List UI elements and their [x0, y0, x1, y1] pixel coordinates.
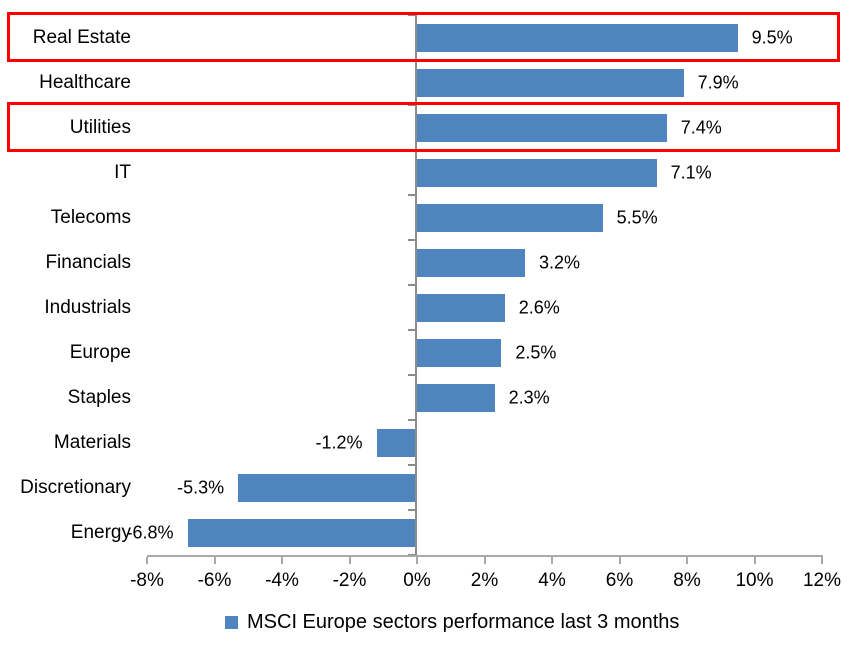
x-axis-tick-label: 2%	[470, 570, 499, 591]
x-axis-tick-label: 6%	[605, 570, 634, 591]
data-label: 7.1%	[670, 162, 712, 182]
x-axis-tick	[146, 557, 148, 564]
category-label: Materials	[53, 431, 131, 453]
bar-telecoms	[417, 203, 603, 232]
category-axis-tick	[408, 464, 415, 466]
category-axis-tick	[408, 329, 415, 331]
x-axis-tick	[686, 557, 688, 564]
x-axis-tick-label: -2%	[332, 570, 367, 591]
category-label: Staples	[67, 386, 131, 408]
data-label: 9.5%	[751, 27, 793, 47]
data-label: 7.9%	[697, 72, 739, 92]
bar-staples	[417, 383, 495, 412]
bar-real-estate	[417, 23, 738, 52]
x-axis-tick-label: -6%	[197, 570, 232, 591]
category-axis-tick	[408, 509, 415, 511]
category-axis-tick	[408, 104, 415, 106]
data-label: 5.5%	[616, 207, 658, 227]
category-axis-tick	[408, 374, 415, 376]
category-label: Discretionary	[20, 476, 131, 498]
legend-label: MSCI Europe sectors performance last 3 m…	[247, 610, 680, 633]
x-axis-tick	[348, 557, 351, 564]
category-label: Healthcare	[39, 71, 131, 93]
bar-it	[417, 158, 657, 187]
bar-discretionary	[238, 473, 417, 502]
data-label: 3.2%	[539, 252, 581, 272]
bar-healthcare	[417, 68, 684, 97]
category-label: Europe	[69, 341, 131, 363]
bar-europe	[417, 338, 502, 367]
legend-swatch-icon	[225, 615, 238, 629]
category-label: Energy	[70, 521, 131, 543]
x-axis-tick-label: 10%	[735, 570, 774, 591]
category-axis-tick	[408, 14, 415, 16]
category-label: Financials	[45, 251, 131, 273]
x-axis-tick	[753, 557, 756, 564]
category-label: Telecoms	[50, 206, 131, 228]
bar-energy	[187, 518, 417, 547]
category-label: Utilities	[69, 116, 131, 138]
x-axis-tick-label: 0%	[403, 570, 431, 591]
bar-financials	[417, 248, 525, 277]
category-axis-line	[415, 15, 417, 555]
highlight-box-utilities	[7, 102, 840, 152]
x-axis-line	[147, 555, 823, 557]
x-axis-tick	[551, 557, 553, 564]
category-label: IT	[114, 161, 131, 183]
data-label: -1.2%	[315, 432, 363, 452]
category-axis-tick	[408, 194, 415, 196]
category-label: Real Estate	[32, 26, 131, 48]
data-label: 2.6%	[518, 297, 560, 317]
data-label: -5.3%	[177, 477, 225, 497]
x-axis-tick	[213, 557, 216, 564]
x-axis-tick	[416, 557, 418, 564]
legend: MSCI Europe sectors performance last 3 m…	[225, 608, 679, 636]
x-axis-tick-label: 8%	[673, 570, 701, 591]
data-label: -6.8%	[126, 522, 174, 542]
category-axis-tick	[408, 239, 415, 241]
x-axis-tick	[618, 557, 621, 564]
category-label: Industrials	[44, 296, 131, 318]
x-axis-tick-label: -4%	[265, 570, 299, 591]
highlight-box-real-estate	[7, 12, 840, 62]
x-axis-tick	[483, 557, 486, 564]
category-axis-tick	[408, 419, 415, 421]
bar-materials	[376, 428, 417, 457]
x-axis-tick-label: 4%	[538, 570, 566, 591]
data-label: 2.3%	[508, 387, 550, 407]
data-label: 2.5%	[515, 342, 557, 362]
x-axis-tick-label: 12%	[802, 570, 842, 591]
data-label: 7.4%	[680, 117, 722, 137]
bar-utilities	[417, 113, 667, 142]
x-axis-tick	[821, 557, 823, 564]
category-axis-tick	[408, 284, 415, 286]
bar-industrials	[417, 293, 505, 322]
x-axis-tick	[281, 557, 283, 564]
x-axis-tick-label: -8%	[130, 570, 164, 591]
